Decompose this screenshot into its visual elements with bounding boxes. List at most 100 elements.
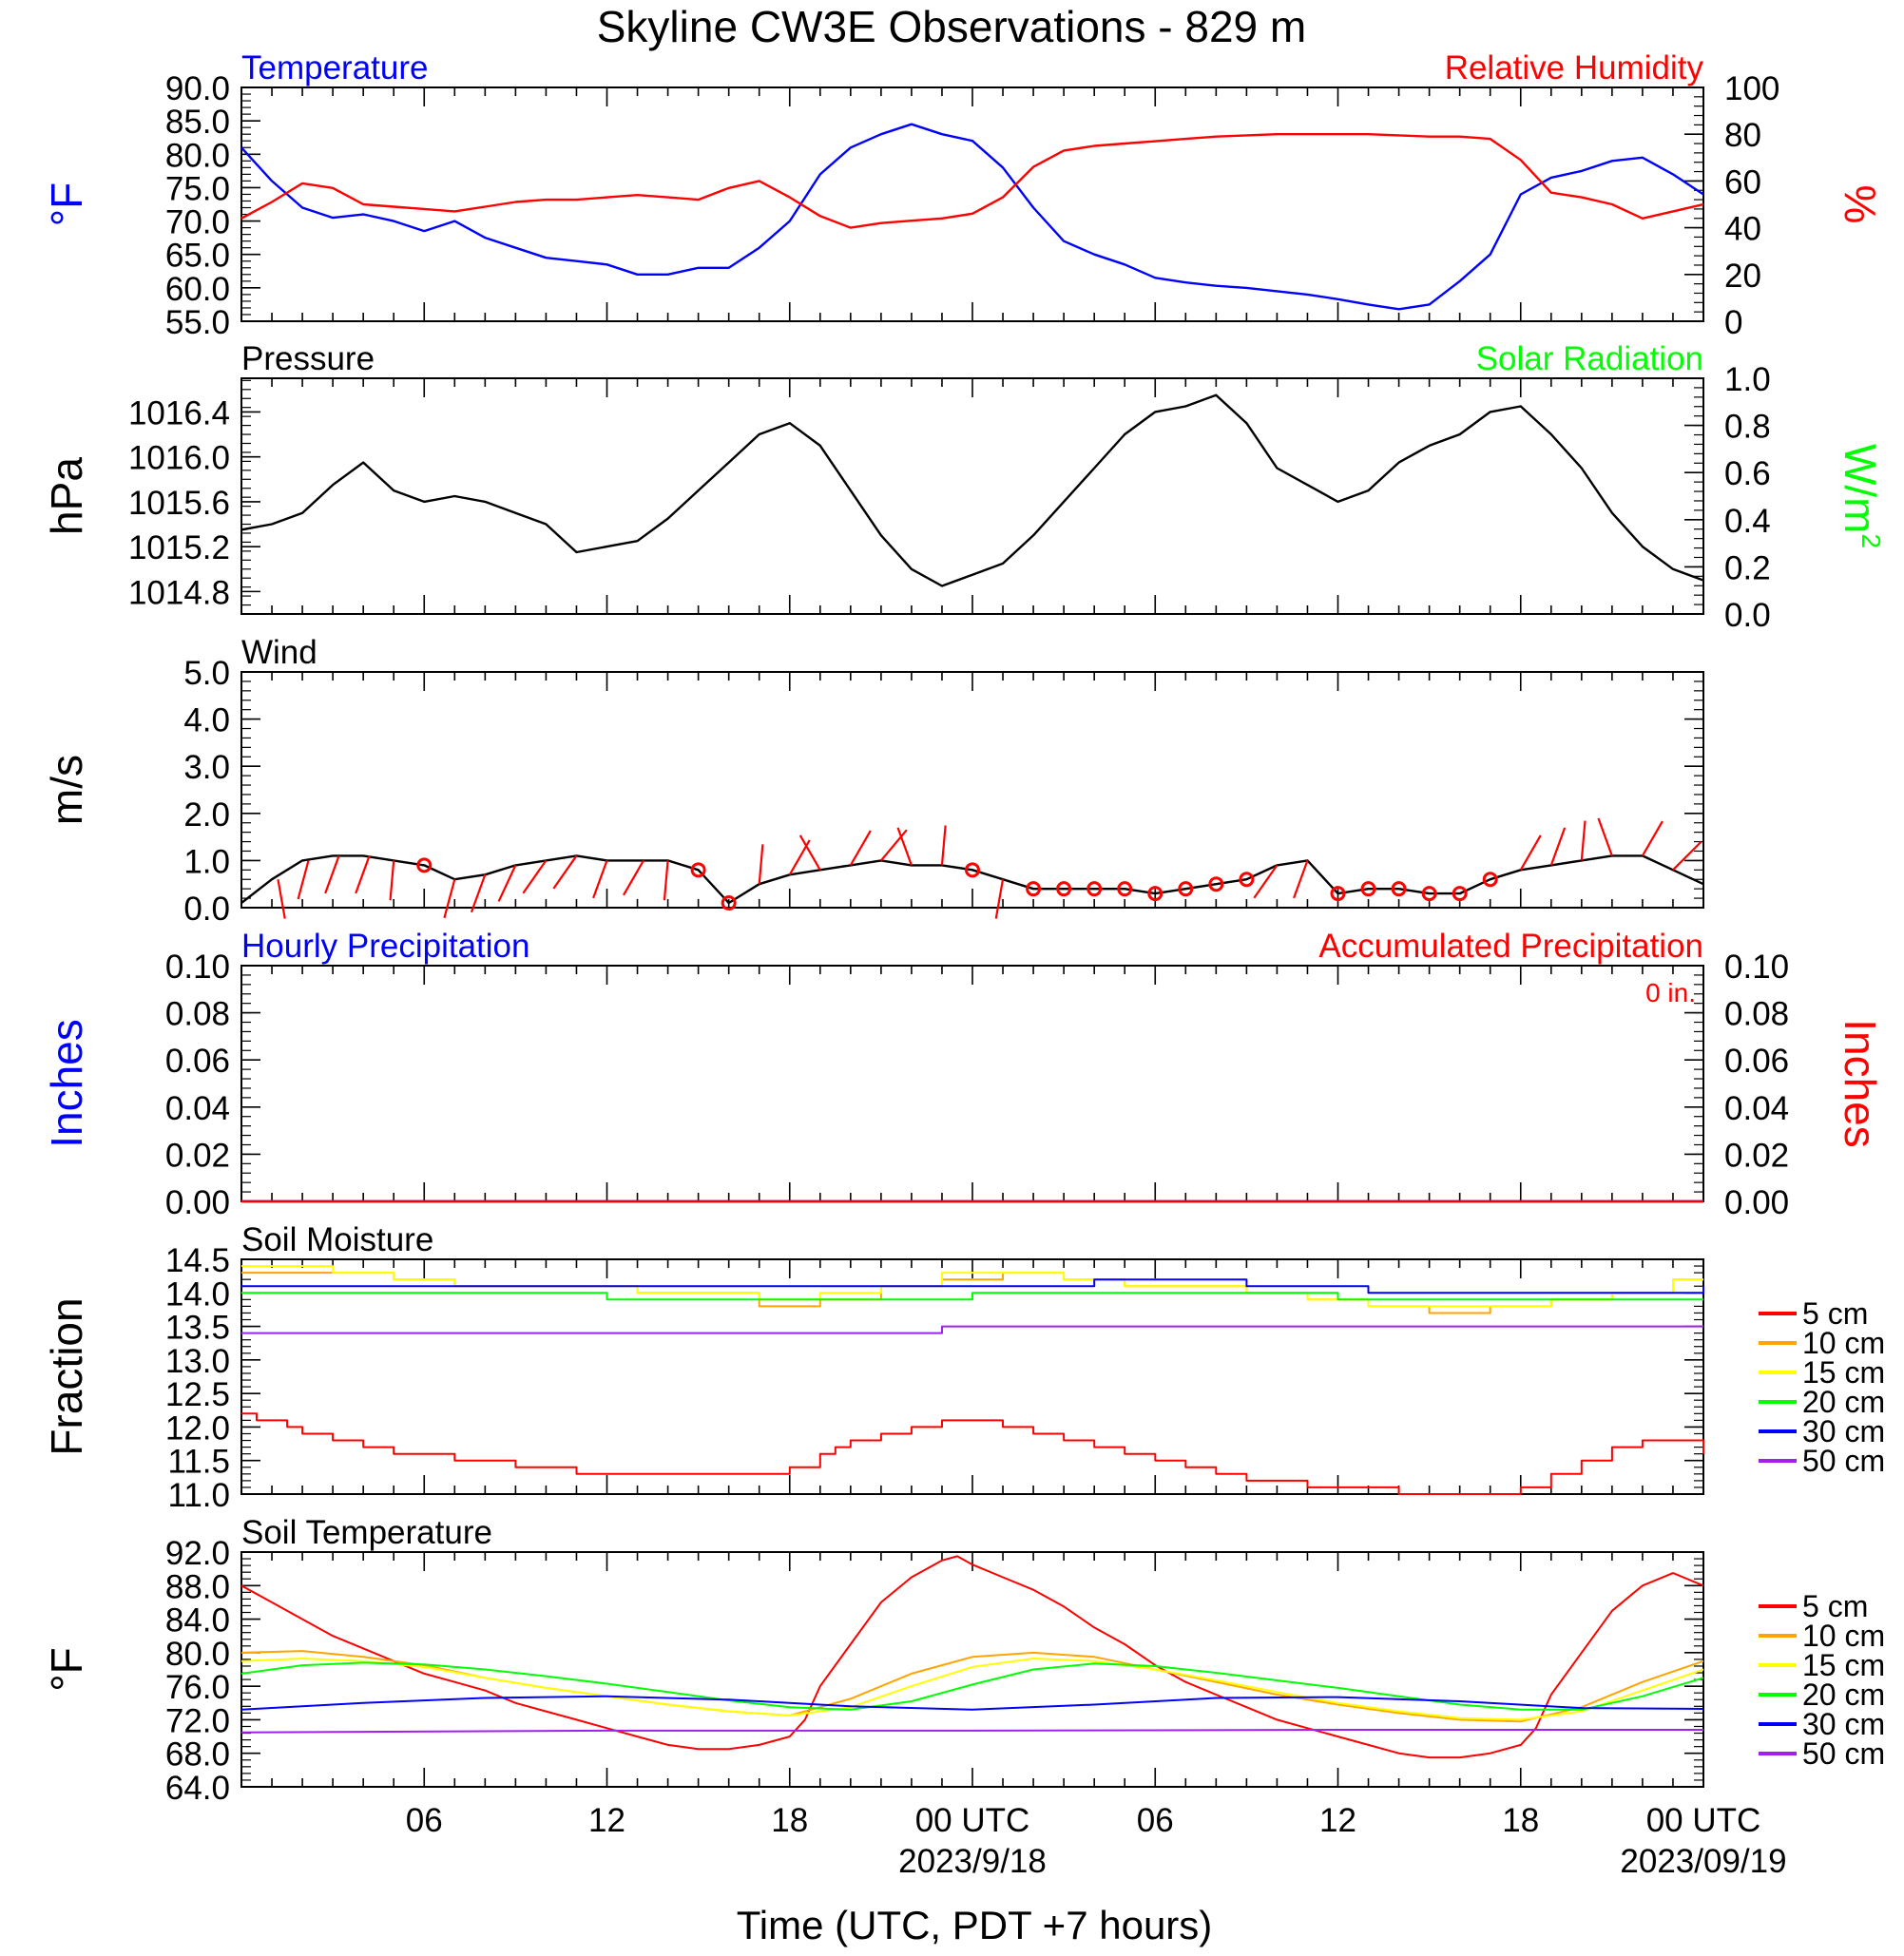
- wind-barb: [324, 855, 340, 894]
- y-tick-label: 0.06: [165, 1043, 230, 1080]
- y-tick-label: 13.5: [165, 1310, 230, 1347]
- wind-barb: [1549, 827, 1567, 866]
- series-line: [240, 1729, 1703, 1734]
- wind-barb-calm: [1360, 881, 1376, 897]
- legend-label: 5 cm: [1802, 1589, 1868, 1623]
- panel-2: 1014.8 1015.2 1015.6 1016.0 1016.4 0.0 0.2 0.4 0…: [42, 340, 1886, 634]
- y-tick-label: 0.0: [183, 891, 230, 928]
- wind-barb: [592, 860, 608, 899]
- x-tick-label: 18: [1502, 1802, 1539, 1839]
- y2-tick-label: 100: [1724, 70, 1779, 107]
- y-tick-label: 13.0: [165, 1343, 230, 1380]
- panel-title-left: Wind: [241, 634, 317, 671]
- panel-title-right: Solar Radiation: [1476, 340, 1703, 377]
- series-line: [240, 1695, 1704, 1711]
- figure-title: Skyline CW3E Observations - 829 m: [597, 2, 1307, 51]
- y-tick-label: 92.0: [165, 1535, 230, 1572]
- wind-barb-calm: [1421, 886, 1437, 902]
- series-line: [240, 1650, 1704, 1723]
- y-tick-label: 64.0: [165, 1770, 230, 1807]
- wind-barb-calm: [1330, 886, 1346, 902]
- y-tick-label: 60.0: [165, 271, 230, 308]
- y-tick-label: 11.5: [167, 1444, 230, 1481]
- legend-label: 5 cm: [1802, 1296, 1868, 1331]
- date-label: 2023/9/18: [898, 1843, 1047, 1880]
- wind-barb: [552, 854, 578, 890]
- x-tick-label: 06: [1137, 1802, 1174, 1839]
- wind-barb-calm: [1239, 872, 1255, 888]
- wind-barb: [1672, 840, 1702, 872]
- panel-4: 0.00 0.02 0.04 0.06 0.08 0.10 0.00 0.02 0.04 0.06…: [42, 928, 1885, 1221]
- y-tick-label: 1014.8: [128, 574, 230, 611]
- wind-barb: [1580, 820, 1587, 861]
- y2-tick-label: 0.10: [1724, 949, 1789, 986]
- wind-barb: [798, 834, 821, 871]
- panel-title-right: Relative Humidity: [1445, 49, 1704, 86]
- wind-barb-calm: [1056, 881, 1072, 897]
- panel-3: 0.0 1.0 2.0 3.0 4.0 5.0 Wind m/s: [42, 634, 1704, 928]
- plot-frame: [240, 1551, 1704, 1788]
- series-line: [241, 1325, 1703, 1334]
- panel-title-left: Hourly Precipitation: [241, 928, 529, 965]
- x-tick-label: 00 UTC: [1646, 1802, 1761, 1839]
- wind-barb: [470, 873, 487, 913]
- wind-barb: [994, 879, 1005, 919]
- y2-axis-label: %: [1836, 185, 1885, 224]
- wind-barb-calm: [1147, 886, 1164, 902]
- plot-frame: [240, 671, 1704, 909]
- wind-barb-calm: [1087, 881, 1103, 897]
- y-tick-label: 0.08: [165, 996, 230, 1033]
- wind-barb-calm: [1178, 881, 1194, 897]
- y2-tick-label: 0.2: [1724, 549, 1771, 586]
- y2-tick-label: 0.02: [1724, 1137, 1789, 1174]
- plot-frame: [240, 965, 1704, 1202]
- legend-label: 10 cm: [1802, 1619, 1885, 1653]
- y-tick-label: 14.0: [165, 1275, 230, 1313]
- y-tick-label: 2.0: [183, 796, 230, 834]
- wind-barb: [443, 878, 456, 919]
- wind-barb-calm: [1117, 881, 1133, 897]
- wind-barb: [1253, 864, 1279, 899]
- series-line: [240, 123, 1704, 311]
- y2-tick-label: 20: [1724, 258, 1761, 295]
- x-tick-label: 12: [1319, 1802, 1356, 1839]
- wind-barb: [497, 864, 517, 902]
- plot-frame: [240, 86, 1704, 322]
- y-tick-label: 1016.0: [128, 440, 230, 477]
- wind-barb: [389, 860, 395, 901]
- y-axis-label: hPa: [42, 457, 91, 535]
- y-tick-label: 0.04: [165, 1090, 230, 1127]
- legend-label: 10 cm: [1802, 1326, 1885, 1360]
- y-tick-label: 11.0: [167, 1477, 230, 1514]
- y2-tick-label: 40: [1724, 211, 1761, 248]
- wind-barb: [896, 827, 913, 866]
- y2-tick-label: 0.08: [1724, 996, 1789, 1033]
- y2-axis-label-superscript: 2: [1856, 533, 1886, 548]
- date-label: 2023/09/19: [1620, 1843, 1786, 1880]
- series-line: [240, 1555, 1704, 1759]
- y-tick-label: 1016.4: [128, 394, 230, 431]
- legend-label: 20 cm: [1802, 1385, 1885, 1419]
- panel-6: 64.068.072.076.080.084.088.092.0 Soil Tem…: [42, 1514, 1885, 1807]
- y-tick-label: 65.0: [165, 238, 230, 275]
- wind-barb-calm: [965, 862, 980, 878]
- wind-barb: [849, 830, 872, 866]
- series-line: [240, 1658, 1704, 1721]
- legend-label: 30 cm: [1802, 1414, 1885, 1448]
- x-axis-label: Time (UTC, PDT +7 hours): [737, 1903, 1213, 1947]
- y-tick-label: 88.0: [165, 1568, 230, 1605]
- wind-barb: [1641, 820, 1664, 856]
- legend-label: 15 cm: [1802, 1355, 1885, 1390]
- wind-barb: [522, 859, 548, 894]
- y2-tick-label: 0.6: [1724, 455, 1771, 492]
- wind-barb: [277, 879, 286, 919]
- panel-title-left: Soil Moisture: [241, 1221, 433, 1258]
- wind-barb: [880, 829, 908, 862]
- legend-label: 15 cm: [1802, 1648, 1885, 1682]
- y-tick-label: 85.0: [165, 104, 230, 141]
- y2-tick-label: 80: [1724, 117, 1761, 154]
- y-tick-label: 90.0: [165, 70, 230, 107]
- legend-label: 50 cm: [1802, 1444, 1885, 1478]
- y-tick-label: 80.0: [165, 1636, 230, 1673]
